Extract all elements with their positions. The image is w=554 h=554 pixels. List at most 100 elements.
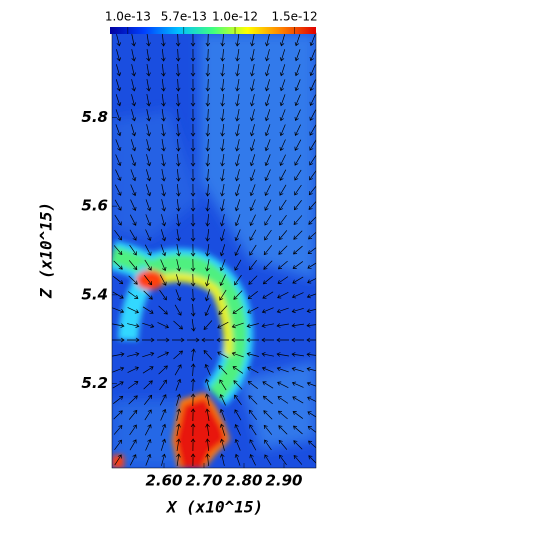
vector-arrow <box>190 63 196 77</box>
vector-arrow <box>278 245 288 255</box>
vector-arrow <box>143 290 153 300</box>
vector-arrow <box>220 214 225 227</box>
vector-arrow <box>142 322 155 329</box>
vector-arrow <box>128 275 138 285</box>
vector-arrow <box>232 306 244 314</box>
vector-arrow <box>157 337 170 343</box>
vector-arrow <box>161 154 166 167</box>
vector-arrow <box>146 64 151 77</box>
vector-arrow <box>143 380 153 390</box>
vector-arrow <box>114 454 122 466</box>
vector-arrow <box>294 34 301 47</box>
colorbar-tick-label: 5.7e-13 <box>161 10 207 24</box>
vector-arrow <box>234 274 242 286</box>
vector-arrow <box>306 337 316 343</box>
vector-arrow <box>203 349 213 360</box>
vector-arrow <box>172 337 185 343</box>
vector-arrow <box>205 33 211 47</box>
vector-arrow <box>309 170 316 181</box>
vector-arrow <box>144 424 152 436</box>
vector-arrow <box>113 260 123 270</box>
vector-arrow <box>142 351 155 358</box>
vector-arrow <box>160 423 167 436</box>
vector-arrow <box>250 34 255 47</box>
vector-arrow <box>205 153 211 167</box>
vector-arrow <box>279 169 287 181</box>
vector-arrow <box>205 453 210 467</box>
vector-arrow <box>264 79 270 92</box>
vector-arrow <box>175 93 181 107</box>
vector-arrow <box>220 124 225 137</box>
vector-arrow <box>217 351 229 359</box>
vector-arrow <box>129 439 137 451</box>
vector-arrow <box>176 274 182 287</box>
vector-arrow <box>161 109 166 122</box>
x-axis-label: X (x10^15) <box>165 498 263 517</box>
vector-arrow <box>129 454 137 466</box>
vector-arrow <box>216 337 229 343</box>
vector-arrow <box>220 109 225 122</box>
vector-arrow <box>279 124 286 137</box>
vector-arrow <box>159 394 167 406</box>
vector-arrow <box>309 154 316 166</box>
vector-arrow <box>128 395 138 405</box>
vector-arrow <box>249 454 256 466</box>
vector-arrow <box>204 304 211 317</box>
vector-arrow <box>306 381 316 387</box>
vector-arrow <box>247 380 258 389</box>
vector-arrow <box>116 49 122 62</box>
vector-arrow <box>161 139 166 152</box>
vector-field <box>112 33 316 467</box>
vector-arrow <box>190 423 196 437</box>
vector-arrow <box>190 168 196 182</box>
vector-arrow <box>264 154 271 167</box>
vector-arrow <box>219 229 225 242</box>
vector-arrow <box>278 425 288 435</box>
vector-arrow <box>262 275 273 285</box>
vector-arrow <box>249 424 257 436</box>
vector-arrow <box>112 381 124 389</box>
vector-arrow <box>291 366 304 373</box>
vector-arrow <box>204 378 211 391</box>
vector-arrow <box>176 438 181 451</box>
vector-arrow <box>115 124 122 137</box>
vector-arrow <box>187 337 200 343</box>
vector-arrow <box>190 198 196 212</box>
vector-arrow <box>190 363 196 377</box>
vector-arrow <box>278 439 288 450</box>
vector-arrow <box>249 439 257 451</box>
vector-arrow <box>159 379 167 391</box>
y-tick-label: 5.6 <box>81 197 108 215</box>
vector-arrow <box>308 185 316 196</box>
vector-arrow <box>249 139 256 152</box>
vector-arrow <box>293 215 303 226</box>
vector-arrow <box>146 49 151 62</box>
vector-arrow <box>233 290 243 300</box>
vector-arrow <box>176 408 181 421</box>
vector-arrow <box>234 394 242 406</box>
vector-arrow <box>219 259 226 272</box>
vector-arrow <box>217 321 229 329</box>
vector-arrow <box>249 109 255 122</box>
vector-arrow <box>127 291 139 299</box>
y-tick-label: 5.2 <box>81 374 108 392</box>
vector-arrow <box>219 393 226 406</box>
vector-arrow <box>175 123 181 137</box>
vector-arrow <box>249 214 256 226</box>
vector-arrow <box>205 78 211 92</box>
vector-arrow <box>113 410 123 420</box>
vector-arrow <box>146 94 151 107</box>
vector-arrow <box>262 381 274 389</box>
vector-arrow <box>248 260 257 271</box>
vector-arrow <box>249 154 256 167</box>
vector-arrow <box>309 49 316 62</box>
vector-arrow <box>144 244 152 256</box>
vector-arrow <box>220 93 225 107</box>
vector-arrow <box>112 307 125 314</box>
heatmap-field <box>112 33 316 468</box>
vector-arrow <box>220 48 225 62</box>
vector-arrow <box>115 139 122 152</box>
vector-arrow <box>294 49 301 62</box>
vector-arrow <box>161 79 166 92</box>
vector-arrow <box>249 124 255 137</box>
